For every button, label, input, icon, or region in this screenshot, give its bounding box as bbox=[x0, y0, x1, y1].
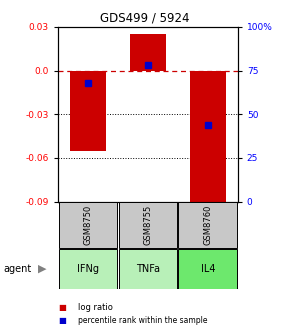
Text: GDS499 / 5924: GDS499 / 5924 bbox=[100, 12, 190, 25]
Text: IFNg: IFNg bbox=[77, 264, 99, 274]
Text: percentile rank within the sample: percentile rank within the sample bbox=[78, 317, 208, 325]
Text: TNFa: TNFa bbox=[136, 264, 160, 274]
Bar bbox=[119, 202, 177, 248]
Bar bbox=[59, 202, 117, 248]
Text: log ratio: log ratio bbox=[78, 303, 113, 312]
Bar bbox=[190, 71, 226, 202]
Text: ▶: ▶ bbox=[38, 264, 46, 274]
Bar bbox=[178, 249, 237, 289]
Text: ■: ■ bbox=[58, 317, 66, 325]
Text: ■: ■ bbox=[58, 303, 66, 312]
Bar bbox=[59, 249, 117, 289]
Text: IL4: IL4 bbox=[201, 264, 215, 274]
Text: agent: agent bbox=[3, 264, 31, 274]
Text: GSM8755: GSM8755 bbox=[143, 205, 153, 245]
Bar bbox=[130, 34, 166, 71]
Text: GSM8760: GSM8760 bbox=[203, 205, 212, 245]
Bar bbox=[178, 202, 237, 248]
Text: GSM8750: GSM8750 bbox=[84, 205, 93, 245]
Bar bbox=[70, 71, 106, 151]
Bar bbox=[119, 249, 177, 289]
